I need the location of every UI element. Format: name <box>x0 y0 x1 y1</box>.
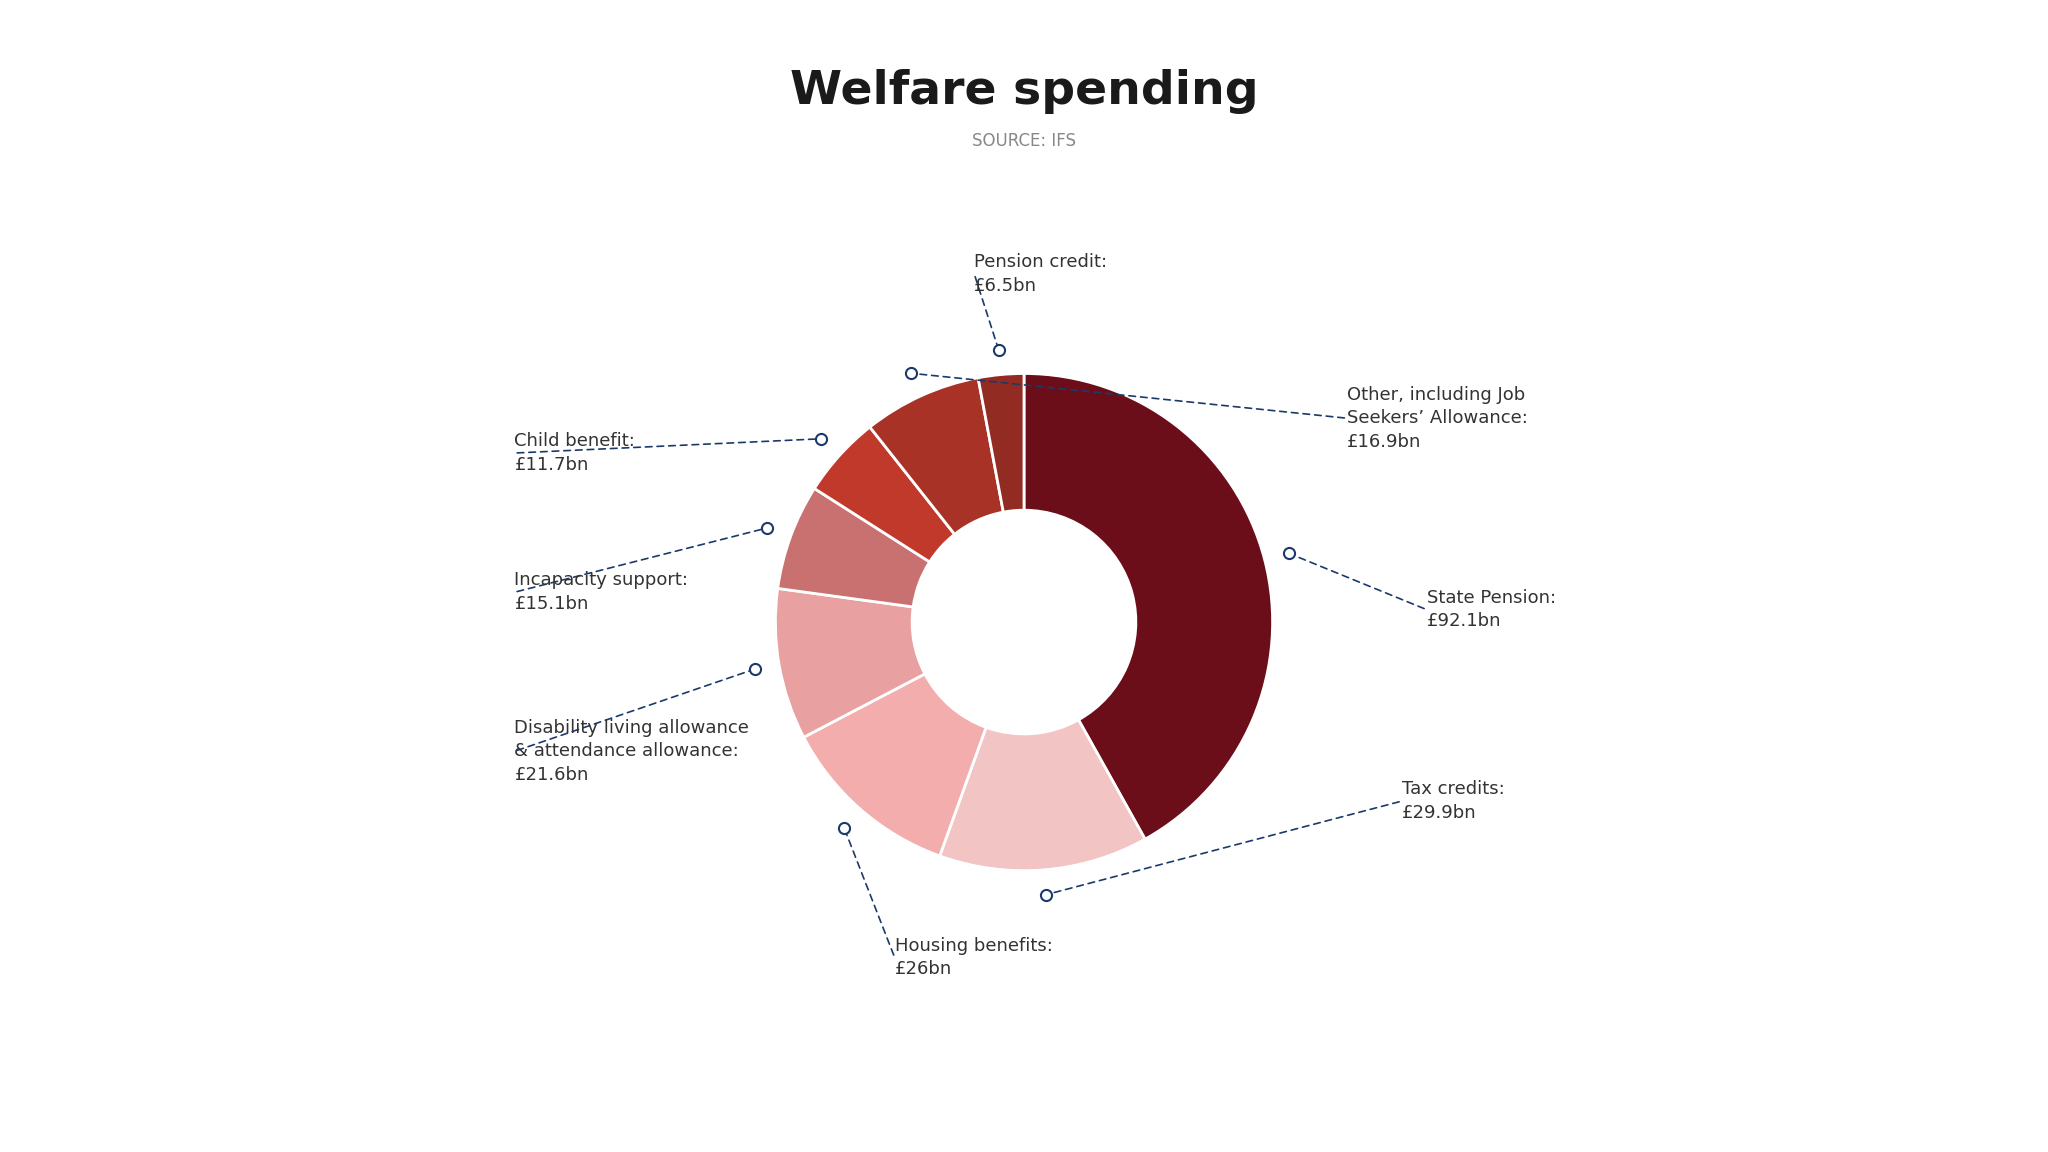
Text: Tax credits:
£29.9bn: Tax credits: £29.9bn <box>1401 780 1505 821</box>
Text: Pension credit:
£6.5bn: Pension credit: £6.5bn <box>975 253 1108 295</box>
Wedge shape <box>940 720 1145 871</box>
Text: SOURCE: IFS: SOURCE: IFS <box>973 132 1075 151</box>
Wedge shape <box>803 674 985 856</box>
Wedge shape <box>776 589 926 737</box>
Text: Welfare spending: Welfare spending <box>791 69 1257 114</box>
Text: Incapacity support:
£15.1bn: Incapacity support: £15.1bn <box>514 571 688 613</box>
Text: Disability living allowance
& attendance allowance:
£21.6bn: Disability living allowance & attendance… <box>514 719 750 785</box>
Text: State Pension:
£92.1bn: State Pension: £92.1bn <box>1427 589 1556 630</box>
Wedge shape <box>1024 373 1272 839</box>
Text: Housing benefits:
£26bn: Housing benefits: £26bn <box>895 937 1053 978</box>
Wedge shape <box>979 373 1024 513</box>
Text: Other, including Job
Seekers’ Allowance:
£16.9bn: Other, including Job Seekers’ Allowance:… <box>1348 386 1528 450</box>
Text: Child benefit:
£11.7bn: Child benefit: £11.7bn <box>514 432 635 473</box>
Wedge shape <box>778 488 930 607</box>
Wedge shape <box>815 427 954 562</box>
Wedge shape <box>870 378 1004 535</box>
